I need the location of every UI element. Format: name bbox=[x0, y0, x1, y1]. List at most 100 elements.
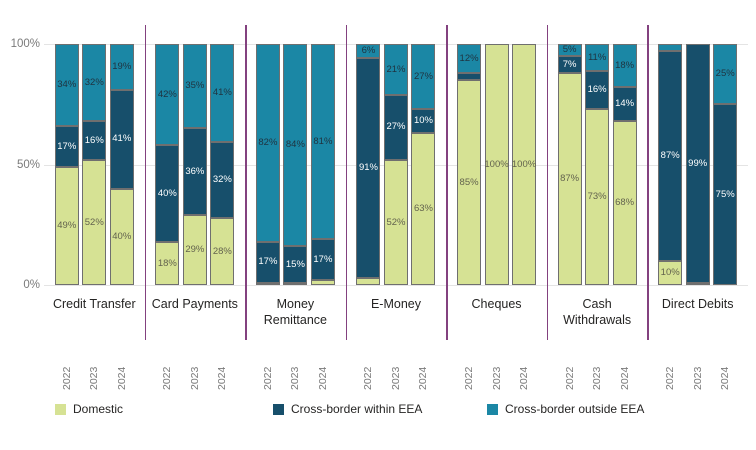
segment-outside-eea[interactable]: 25% bbox=[713, 44, 738, 105]
segment-within-eea[interactable]: 15% bbox=[283, 246, 308, 283]
segment-domestic[interactable] bbox=[255, 282, 280, 285]
segment-value-label: 87% bbox=[560, 173, 580, 185]
segment-domestic[interactable]: 100% bbox=[512, 44, 536, 285]
segment-value-label: 18% bbox=[157, 257, 177, 269]
segment-within-eea[interactable]: 16% bbox=[82, 121, 107, 160]
segment-outside-eea[interactable]: 5% bbox=[557, 44, 582, 57]
segment-within-eea[interactable]: 7% bbox=[557, 56, 582, 74]
segment-within-eea[interactable]: 41% bbox=[109, 89, 134, 189]
segment-domestic[interactable]: 87% bbox=[557, 73, 582, 285]
segment-value-label: 42% bbox=[157, 88, 177, 100]
segment-within-eea[interactable]: 75% bbox=[713, 104, 738, 285]
x-axis-year-label: 2024 bbox=[417, 366, 430, 390]
segment-domestic[interactable] bbox=[310, 280, 335, 285]
x-axis-year-label: 2023 bbox=[490, 366, 503, 390]
segment-domestic[interactable]: 10% bbox=[658, 260, 683, 285]
segment-domestic[interactable]: 28% bbox=[210, 218, 235, 285]
segment-within-eea[interactable]: 27% bbox=[383, 94, 408, 160]
bar-2022: 12% 85% bbox=[457, 44, 482, 285]
x-axis-year-label: 2023 bbox=[289, 366, 302, 390]
segment-outside-eea[interactable]: 32% bbox=[82, 44, 107, 122]
segment-domestic[interactable]: 49% bbox=[54, 166, 79, 285]
segment-within-eea[interactable]: 10% bbox=[411, 109, 436, 134]
bar-group-money-remittance: 82% 17% 84% 15% 81% 17% bbox=[245, 44, 346, 285]
group-separator-line bbox=[546, 25, 549, 340]
legend-item-outside-eea[interactable]: Cross-border outside EEA bbox=[487, 402, 644, 416]
segment-value-label: 68% bbox=[615, 197, 635, 209]
segment-outside-eea[interactable]: 6% bbox=[356, 44, 381, 59]
x-axis-year-label: 2024 bbox=[618, 366, 631, 390]
segment-within-eea[interactable]: 17% bbox=[310, 239, 335, 281]
segment-within-eea[interactable]: 17% bbox=[54, 125, 79, 167]
segment-domestic[interactable]: 63% bbox=[411, 133, 436, 285]
x-axis-year-label: 2023 bbox=[188, 366, 201, 390]
segment-value-label: 16% bbox=[587, 84, 607, 96]
segment-value-label: 16% bbox=[84, 134, 104, 146]
segment-within-eea[interactable]: 17% bbox=[255, 241, 280, 283]
x-axis-year-label: 2022 bbox=[60, 366, 73, 390]
segment-domestic[interactable]: 29% bbox=[182, 215, 207, 285]
segment-outside-eea[interactable]: 42% bbox=[155, 44, 180, 146]
segment-value-label: 40% bbox=[157, 187, 177, 199]
segment-domestic[interactable]: 100% bbox=[484, 44, 509, 285]
segment-value-label: 81% bbox=[313, 135, 333, 147]
segment-domestic[interactable] bbox=[283, 282, 308, 285]
segment-outside-eea[interactable]: 18% bbox=[612, 44, 637, 88]
segment-within-eea[interactable]: 40% bbox=[155, 145, 180, 242]
bar-2024: 25% 75% bbox=[713, 44, 738, 285]
segment-value-label: 14% bbox=[615, 98, 635, 110]
segment-within-eea[interactable]: 16% bbox=[585, 70, 610, 110]
legend-swatch-within-eea bbox=[273, 403, 284, 415]
segment-outside-eea[interactable]: 12% bbox=[457, 44, 482, 73]
segment-value-label: 35% bbox=[185, 80, 205, 92]
segment-outside-eea[interactable]: 27% bbox=[411, 44, 436, 110]
segment-value-label: 99% bbox=[688, 157, 708, 169]
legend-item-domestic[interactable]: Domestic bbox=[55, 402, 123, 416]
bar-2023: 84% 15% bbox=[283, 44, 308, 285]
x-axis-year-label: 2022 bbox=[161, 366, 174, 390]
segment-value-label: 10% bbox=[413, 115, 433, 127]
segment-value-label: 34% bbox=[57, 79, 77, 91]
bar-2023: 11% 16% 73% bbox=[585, 44, 610, 285]
segment-value-label: 25% bbox=[715, 68, 735, 80]
segment-outside-eea[interactable]: 41% bbox=[210, 44, 235, 142]
segment-domestic[interactable]: 52% bbox=[383, 159, 408, 285]
group-separator-line bbox=[446, 25, 448, 340]
segment-value-label: 40% bbox=[112, 231, 132, 243]
segment-outside-eea[interactable]: 21% bbox=[383, 44, 408, 95]
segment-domestic[interactable]: 40% bbox=[109, 188, 134, 285]
segment-value-label: 100% bbox=[511, 158, 537, 170]
segment-within-eea[interactable]: 14% bbox=[612, 87, 637, 122]
segment-outside-eea[interactable]: 82% bbox=[255, 44, 280, 242]
segment-outside-eea[interactable]: 35% bbox=[182, 44, 207, 129]
bar-2024: 100% bbox=[512, 44, 536, 285]
segment-within-eea[interactable]: 32% bbox=[210, 141, 235, 219]
segment-value-label: 75% bbox=[715, 188, 735, 200]
x-axis-year-label: 2022 bbox=[261, 366, 274, 390]
segment-domestic[interactable]: 68% bbox=[612, 121, 637, 285]
segment-within-eea[interactable]: 87% bbox=[658, 51, 683, 261]
segment-domestic[interactable]: 73% bbox=[585, 109, 610, 285]
segment-within-eea[interactable] bbox=[457, 72, 482, 81]
segment-within-eea[interactable]: 36% bbox=[182, 128, 207, 216]
segment-within-eea[interactable]: 99% bbox=[685, 44, 710, 283]
bar-2024: 19% 41% 40% bbox=[109, 44, 134, 285]
segment-within-eea[interactable]: 91% bbox=[356, 58, 381, 278]
segment-outside-eea[interactable]: 11% bbox=[585, 44, 610, 71]
segment-domestic[interactable]: 18% bbox=[155, 241, 180, 285]
segment-outside-eea[interactable] bbox=[658, 44, 683, 52]
segment-outside-eea[interactable]: 34% bbox=[54, 44, 79, 126]
bar-2023: 99% bbox=[685, 44, 710, 285]
segment-domestic[interactable]: 85% bbox=[457, 80, 482, 285]
segment-outside-eea[interactable]: 81% bbox=[310, 44, 335, 240]
x-axis-year-label: 2022 bbox=[664, 366, 677, 390]
segment-domestic[interactable]: 52% bbox=[82, 159, 107, 285]
segment-domestic[interactable] bbox=[356, 277, 381, 285]
segment-outside-eea[interactable]: 84% bbox=[283, 44, 308, 247]
legend-item-within-eea[interactable]: Cross-border within EEA bbox=[273, 402, 422, 416]
bar-2024: 18% 14% 68% bbox=[612, 44, 637, 285]
x-axis-year-label: 2023 bbox=[88, 366, 101, 390]
segment-outside-eea[interactable]: 19% bbox=[109, 44, 134, 90]
segment-domestic[interactable] bbox=[685, 282, 710, 285]
